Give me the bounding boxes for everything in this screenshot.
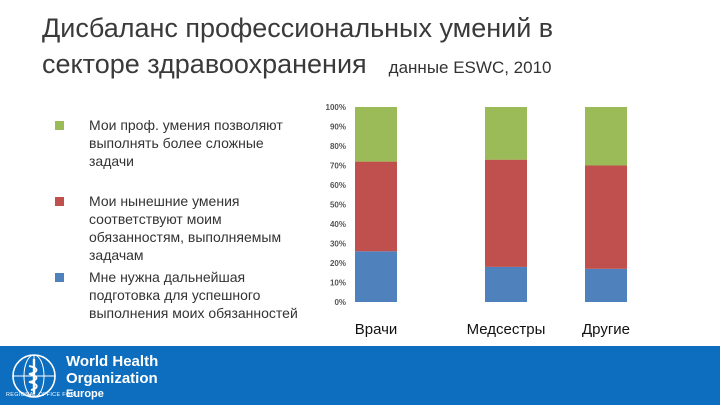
region-name: Europe [66, 388, 104, 400]
y-tick-label: 20% [330, 259, 346, 268]
bar-segment [585, 268, 627, 302]
y-tick-label: 40% [330, 220, 346, 229]
y-tick-label: 50% [330, 201, 346, 210]
y-tick-label: 70% [330, 162, 346, 171]
bar-segment [355, 161, 397, 252]
who-emblem-icon [8, 350, 60, 402]
bar-segment [585, 165, 627, 269]
y-tick-label: 60% [330, 181, 346, 190]
bar-segment [585, 107, 627, 166]
bar-segment [355, 251, 397, 302]
title-line-2: секторе здравоохранения данные ESWC, 2010 [42, 46, 702, 86]
legend-swatch-green [55, 121, 64, 130]
bar-segment [355, 107, 397, 162]
x-category-label: Другие [582, 321, 630, 338]
x-category-label: Медсестры [467, 321, 546, 338]
chart-svg: 0% 10% 20% 30% 40% 50% 60% 70% 80% 90% 100% Врачи Ме… [326, 103, 630, 338]
y-tick-label: 10% [330, 279, 346, 288]
legend-label-green: Мои проф. умения позволяют выполнять бол… [89, 117, 283, 169]
x-category-label: Врачи [355, 321, 398, 338]
regional-office-label: REGIONAL OFFICE FOR [6, 392, 75, 398]
bar-segment [485, 266, 527, 302]
y-tick-label: 80% [330, 142, 346, 151]
org-name-line-2: Organization [66, 370, 158, 387]
bar-segment [485, 159, 527, 267]
title-line-1: Дисбаланс профессиональных умений в [42, 13, 554, 43]
bar-segment [485, 107, 527, 160]
org-name: World Health Organization [66, 353, 158, 387]
legend-label-red: Мои нынешние умения соответствуют моим о… [89, 193, 282, 263]
y-tick-label: 90% [330, 123, 346, 132]
legend-swatch-red [55, 197, 64, 206]
legend-label-blue: Мне нужна дальнейшая подготовка для успе… [89, 269, 298, 321]
title-line-2-text: секторе здравоохранения [42, 49, 367, 79]
stacked-bar-chart: 0% 10% 20% 30% 40% 50% 60% 70% 80% 90% 100% Врачи Ме… [300, 96, 700, 346]
y-tick-label: 100% [326, 103, 346, 112]
legend-swatch-blue [55, 273, 64, 282]
y-tick-label: 0% [334, 298, 346, 307]
org-name-line-1: World Health [66, 353, 159, 370]
y-tick-label: 30% [330, 240, 346, 249]
slide-title: Дисбаланс профессиональных умений в сект… [42, 10, 702, 86]
source-note: данные ESWC, 2010 [388, 58, 552, 77]
footer-bar: World Health Organization REGIONAL OFFIC… [0, 346, 720, 405]
